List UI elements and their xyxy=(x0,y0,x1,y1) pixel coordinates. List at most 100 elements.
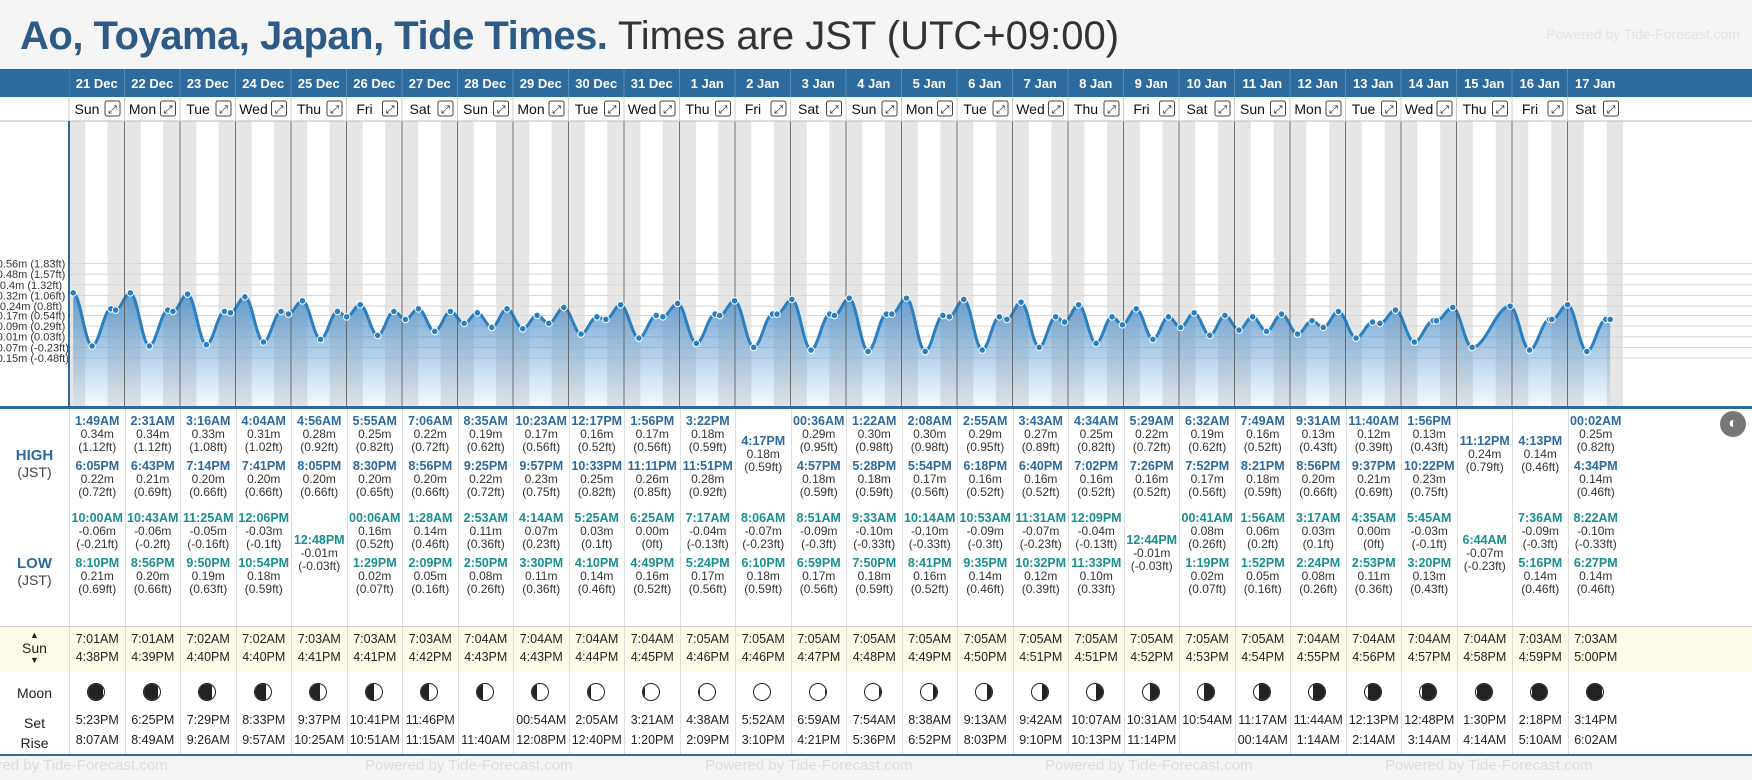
low-tide-time: 5:16PM xyxy=(1518,556,1563,570)
low-tide-feet: (0.16ft) xyxy=(1243,582,1282,596)
low-tide-meters: 0.14m xyxy=(1579,569,1613,583)
sunset-time: 4:49PM xyxy=(908,650,952,664)
tide-point xyxy=(959,295,968,304)
tide-point xyxy=(1525,346,1534,354)
tide-point xyxy=(888,310,896,318)
date-label: 31 Dec xyxy=(631,76,673,91)
moon-phase-icon xyxy=(919,683,938,701)
weekday-label: Tue xyxy=(186,101,210,117)
date-label: 4 Jan xyxy=(857,76,890,91)
low-tide-feet: (-0.03ft) xyxy=(298,559,341,573)
high-tide-feet: (0.66ft) xyxy=(300,485,339,499)
high-tide-meters: 0.20m xyxy=(191,472,225,486)
tide-point xyxy=(1060,318,1069,326)
moonset-time: 10:07AM xyxy=(1071,713,1122,727)
sunrise-time: 7:05AM xyxy=(741,632,785,646)
low-tide-feet: (0.46ft) xyxy=(577,582,616,596)
expand-icon: ⤢ xyxy=(497,104,506,116)
tide-point xyxy=(333,307,342,316)
moon-phase-icon xyxy=(1252,683,1271,701)
tide-point xyxy=(939,311,947,320)
day-column: 2:55AM 0.29m (0.95ft) 6:18PM 0.16m (0.52ft) 10… xyxy=(957,409,1013,754)
low-tide-time: 11:33PM xyxy=(1071,556,1122,570)
low-tide-feet: (0.26ft) xyxy=(1188,537,1227,551)
title-location: Ao, Toyama, Japan, Tide Times. xyxy=(20,14,608,58)
sunrise-time: 7:04AM xyxy=(575,632,619,646)
moonset-time: 6:25PM xyxy=(131,713,175,727)
tide-point xyxy=(715,311,724,320)
high-tide-meters: 0.18m xyxy=(857,472,891,486)
dow-header-bar xyxy=(0,97,1752,121)
scroll-handle-icon[interactable]: ◐ xyxy=(1720,411,1746,437)
tide-point xyxy=(373,331,382,340)
sunset-time: 4:41PM xyxy=(353,650,397,664)
expand-icon xyxy=(1214,100,1231,117)
low-tide-time: 8:56PM xyxy=(130,556,175,570)
low-tide-feet: (0.46ft) xyxy=(411,537,450,551)
date-label: 13 Jan xyxy=(1353,76,1394,91)
expand-icon xyxy=(437,100,454,117)
high-tz-label: (JST) xyxy=(17,464,52,480)
tide-point xyxy=(1051,312,1060,321)
expand-icon: ⤢ xyxy=(885,104,894,116)
moonrise-time: 1:20PM xyxy=(630,733,674,747)
moon-phase-icon xyxy=(475,683,494,701)
tide-point xyxy=(414,304,423,313)
moonrise-time: 6:02AM xyxy=(1574,733,1618,747)
weekday-label: Tue xyxy=(575,101,599,117)
tide-point xyxy=(921,347,929,356)
tide-point xyxy=(730,296,739,305)
moon-phase-icon xyxy=(364,683,383,701)
high-tide-time: 8:30PM xyxy=(352,459,397,473)
low-tide-time: 00:06AM xyxy=(349,511,401,525)
sunset-time: 4:52PM xyxy=(1130,650,1174,664)
moon-phase-icon xyxy=(253,683,272,701)
low-tide-feet: (0.36ft) xyxy=(522,582,561,596)
y-tick-label: 0.56m (1.83ft) xyxy=(0,259,65,271)
moon-phase-icon xyxy=(1086,683,1105,701)
expand-icon xyxy=(715,100,731,117)
day-column: 3:22PM 0.18m (0.59ft) 11:51PM 0.28m (0.92ft) 7… xyxy=(679,409,736,754)
high-tide-feet: (0.95ft) xyxy=(799,440,838,454)
tide-point xyxy=(635,334,643,342)
moonrise-time: 9:57AM xyxy=(242,733,286,747)
high-tide-meters: 0.13m xyxy=(1301,427,1335,441)
low-tide-feet: (-0.1ft) xyxy=(1411,537,1447,551)
sunset-time: 4:40PM xyxy=(186,650,230,664)
moon-shadow xyxy=(88,684,104,700)
date-label: 25 Dec xyxy=(298,76,340,91)
high-tide-feet: (0.52ft) xyxy=(577,440,616,454)
expand-icon: ⤢ xyxy=(1329,104,1338,116)
low-tide-feet: (0ft) xyxy=(1363,537,1385,551)
low-tide-time: 12:09PM xyxy=(1070,511,1122,525)
high-tide-meters: 0.23m xyxy=(524,472,558,486)
moon-shadow xyxy=(1041,684,1048,700)
low-tide-meters: 0.00m xyxy=(635,524,669,538)
high-tide-time: 12:17PM xyxy=(571,414,623,428)
tide-point xyxy=(145,342,154,350)
expand-icon: ⤢ xyxy=(330,104,339,116)
sunset-time: 4:44PM xyxy=(575,650,619,664)
high-tide-time: 4:17PM xyxy=(741,434,786,448)
moon-shadow xyxy=(1476,684,1492,700)
high-tide-feet: (0.66ft) xyxy=(1299,485,1338,499)
tide-point xyxy=(652,311,661,320)
weekday-label: Wed xyxy=(628,101,657,117)
moonset-time: 11:17AM xyxy=(1238,713,1288,727)
high-tide-meters: 0.16m xyxy=(580,427,614,441)
weekday-label: Thu xyxy=(1074,101,1098,117)
high-tide-feet: (0.66ft) xyxy=(411,485,450,499)
expand-icon xyxy=(937,100,953,117)
expand-icon: ⤢ xyxy=(552,104,561,116)
moonrise-time: 8:49AM xyxy=(131,733,175,747)
high-tide-time: 6:05PM xyxy=(75,459,120,473)
y-tick-label: 0.4m (1.32ft) xyxy=(0,280,62,292)
date-label: 12 Jan xyxy=(1298,76,1339,91)
high-tide-time: 1:56PM xyxy=(1407,414,1452,428)
moonset-label: Set xyxy=(23,715,45,731)
high-tide-feet: (1.08ft) xyxy=(189,440,228,454)
high-tide-meters: 0.34m xyxy=(80,427,114,441)
sunrise-time: 7:04AM xyxy=(1296,632,1340,646)
low-tide-time: 7:17AM xyxy=(685,511,730,525)
tide-point xyxy=(298,296,307,305)
